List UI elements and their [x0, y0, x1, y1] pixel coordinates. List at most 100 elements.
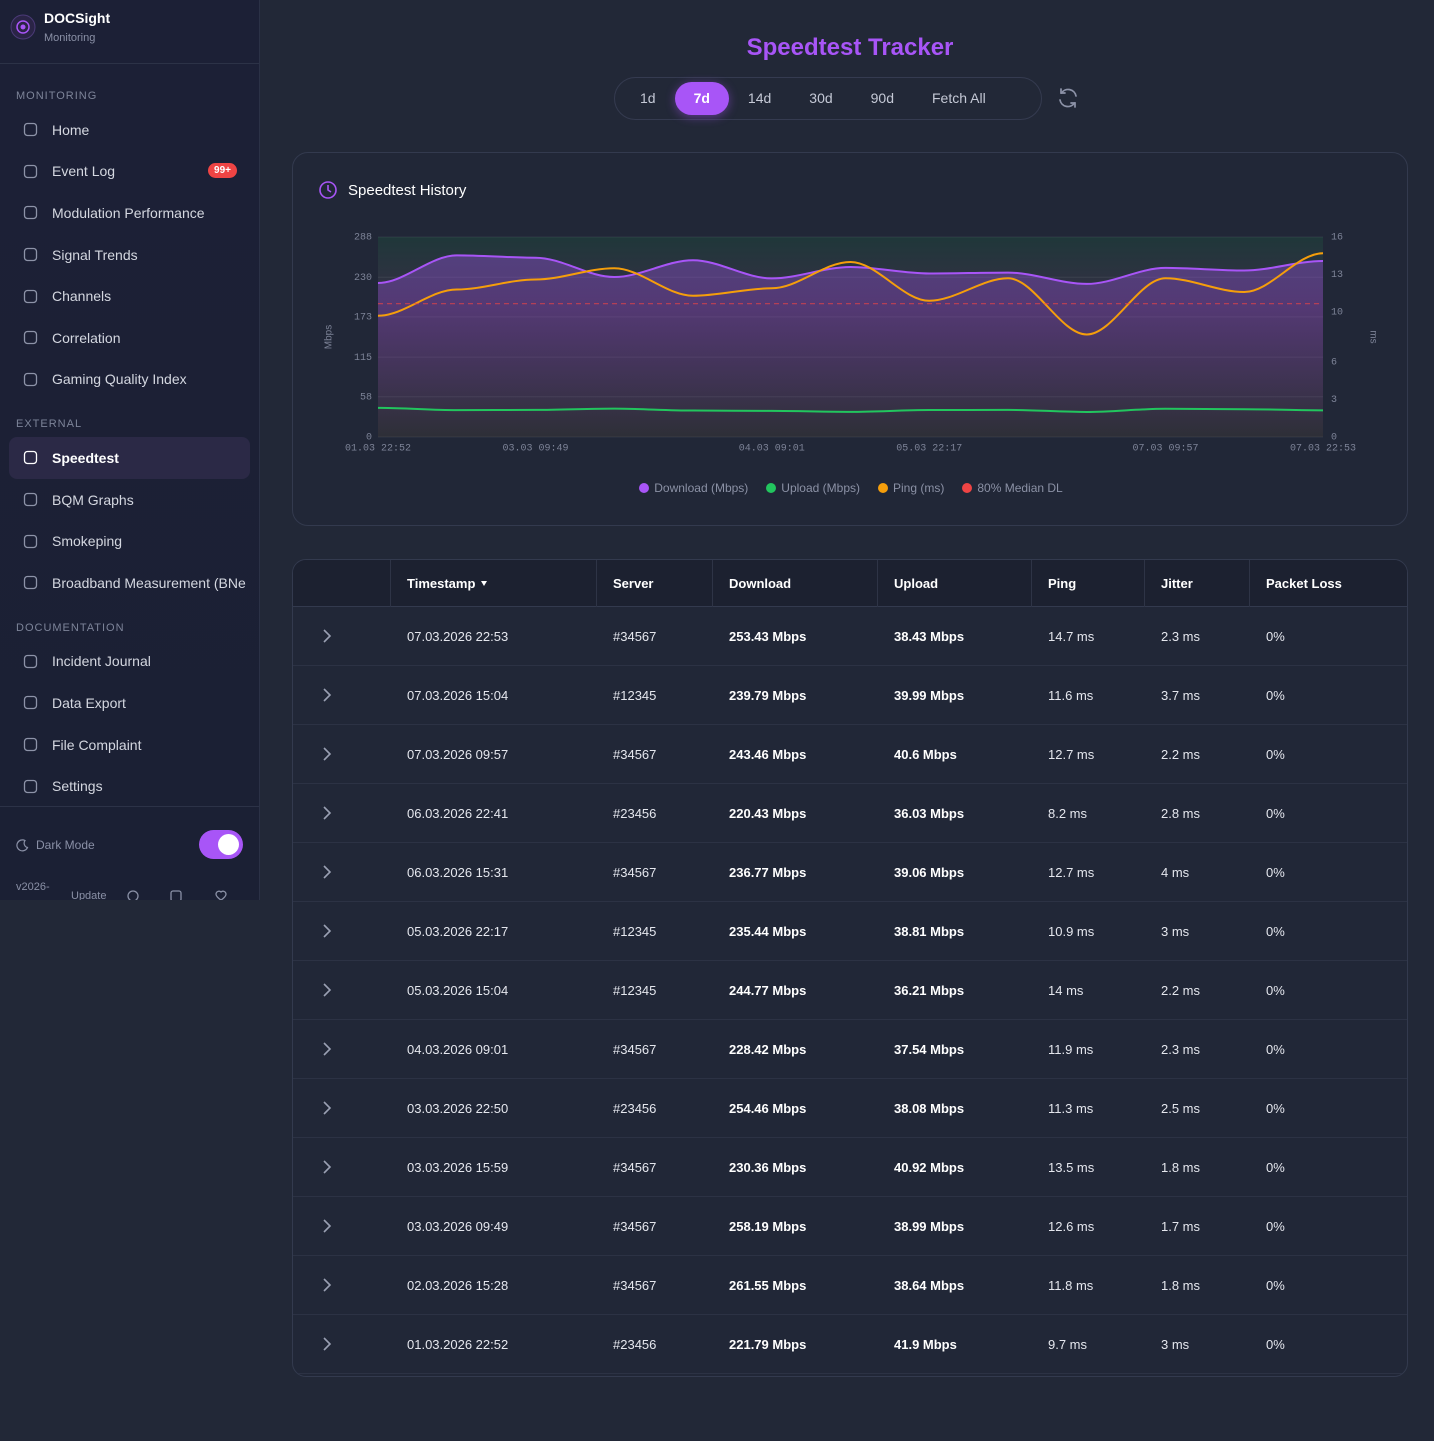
y-tick-label: 288: [354, 233, 372, 244]
table-cell: 0%: [1266, 1160, 1285, 1175]
expand-chevron[interactable]: [321, 747, 333, 761]
column-header[interactable]: Download: [729, 576, 792, 591]
column-separator: [596, 560, 597, 607]
badge: 99+: [208, 162, 237, 178]
nav-icon: [23, 779, 38, 793]
nav-label: Broadband Measurement (BNe: [52, 574, 246, 591]
table-header: Timestamp Server Download Upload Ping Jitter P…: [293, 560, 1407, 607]
expand-chevron[interactable]: [321, 865, 333, 879]
table-cell: #34567: [613, 1278, 657, 1293]
legend-item[interactable]: Ping (ms): [878, 481, 944, 495]
legend-item[interactable]: Upload (Mbps): [766, 481, 860, 495]
table-cell: 3 ms: [1161, 924, 1190, 939]
icon-shape: [23, 576, 38, 590]
expand-chevron[interactable]: [321, 1160, 333, 1174]
y2-axis-label: ms: [1367, 330, 1378, 343]
range-button[interactable]: 90d: [870, 90, 894, 106]
icon-shape: [23, 123, 38, 137]
chevron-shape: [323, 688, 332, 702]
nav-item[interactable]: Data Export: [9, 682, 250, 724]
legend-label: 80% Median DL: [977, 481, 1063, 495]
column-header[interactable]: Upload: [894, 576, 939, 591]
expand-chevron[interactable]: [321, 924, 333, 938]
table-cell: 8.2 ms: [1048, 806, 1088, 821]
expand-chevron[interactable]: [321, 1337, 333, 1351]
nav-item[interactable]: Correlation: [9, 317, 250, 359]
column-header[interactable]: Packet Loss: [1266, 576, 1342, 591]
dark-mode-toggle[interactable]: [199, 830, 243, 859]
table-cell: 0%: [1266, 924, 1285, 939]
column-header[interactable]: Server: [613, 576, 654, 591]
line: [377, 254, 1324, 285]
legend-item[interactable]: 80% Median DL: [962, 481, 1063, 495]
nav-label: Home: [52, 121, 90, 138]
nav-item[interactable]: Gaming Quality Index: [9, 359, 250, 401]
update-link[interactable]: Update: [71, 890, 107, 900]
expand-chevron[interactable]: [321, 688, 333, 702]
table-cell: 2.5 ms: [1161, 1101, 1201, 1116]
nav-item[interactable]: Channels: [9, 275, 250, 317]
nav-icon: [23, 654, 38, 668]
table-cell: 39.99 Mbps: [894, 688, 965, 703]
nav-item[interactable]: Speedtest: [9, 437, 250, 479]
range-button[interactable]: 7d: [674, 82, 729, 115]
icon-shape: [23, 247, 38, 262]
y2-tick-label: 10: [1331, 308, 1343, 319]
refresh-button[interactable]: [1056, 86, 1080, 110]
table-cell: #23456: [613, 806, 657, 821]
version: v2026-: [16, 881, 50, 893]
expand-chevron[interactable]: [321, 1219, 333, 1233]
table-cell: 9.7 ms: [1048, 1337, 1088, 1352]
expand-chevron[interactable]: [321, 983, 333, 997]
nav-item[interactable]: Incident Journal: [9, 641, 250, 683]
nav-icon: [23, 372, 38, 387]
table-cell: 0%: [1266, 1278, 1285, 1293]
results-table: Timestamp Server Download Upload Ping Jitter P…: [292, 559, 1408, 1377]
column-separator: [1249, 560, 1250, 607]
expand-chevron[interactable]: [321, 629, 333, 643]
icon-shape: [23, 331, 38, 345]
table-cell: 258.19 Mbps: [729, 1219, 807, 1234]
table-row: 07.03.2026 22:53 #34567 253.43 Mbps 38.43 M…: [293, 607, 1407, 666]
legend: Download (Mbps) Upload (Mbps) Ping (ms) 80%…: [293, 481, 1409, 495]
range-button[interactable]: Fetch All: [932, 90, 986, 106]
table-cell: 2.3 ms: [1161, 1042, 1201, 1057]
nav-item[interactable]: Settings: [9, 765, 250, 807]
table-cell: 0%: [1266, 1101, 1285, 1116]
expand-chevron[interactable]: [321, 806, 333, 820]
table-cell: 41.9 Mbps: [894, 1337, 957, 1352]
y-tick-label: 58: [360, 392, 372, 403]
range-button[interactable]: 1d: [640, 90, 656, 106]
table-cell: 1.7 ms: [1161, 1219, 1201, 1234]
nav-icon: [23, 206, 38, 220]
legend-dot: [639, 483, 650, 493]
column-header[interactable]: Timestamp: [407, 560, 489, 607]
table-cell: #12345: [613, 983, 657, 998]
column-header[interactable]: Jitter: [1161, 576, 1193, 591]
expand-chevron[interactable]: [321, 1278, 333, 1292]
range-button[interactable]: 30d: [809, 90, 833, 106]
chevron-shape: [323, 1337, 332, 1351]
icon-shape: [23, 737, 38, 752]
column-header[interactable]: Ping: [1048, 576, 1077, 591]
table-cell: 0%: [1266, 806, 1285, 821]
nav-item[interactable]: Event Log 99+: [9, 151, 250, 193]
x-tick-label: 03.03 09:49: [502, 444, 568, 455]
divider: [0, 63, 259, 64]
nav-item[interactable]: Broadband Measurement (BNe: [9, 562, 250, 604]
nav-item[interactable]: Smokeping: [9, 520, 250, 562]
chevron-shape: [323, 1278, 332, 1292]
nav-item[interactable]: BQM Graphs: [9, 479, 250, 521]
expand-chevron[interactable]: [321, 1042, 333, 1056]
table-cell: 11.8 ms: [1048, 1278, 1094, 1293]
expand-chevron[interactable]: [321, 1101, 333, 1115]
table-cell: 36.03 Mbps: [894, 806, 965, 821]
legend-item[interactable]: Download (Mbps): [639, 481, 748, 495]
nav-item[interactable]: Home: [9, 109, 250, 151]
dark-mode-label: Dark Mode: [36, 838, 95, 852]
nav-item[interactable]: Signal Trends: [9, 234, 250, 276]
range-button[interactable]: 14d: [747, 90, 772, 106]
nav-item[interactable]: File Complaint: [9, 724, 250, 766]
nav-item[interactable]: Modulation Performance: [9, 192, 250, 234]
area: [378, 255, 1323, 437]
